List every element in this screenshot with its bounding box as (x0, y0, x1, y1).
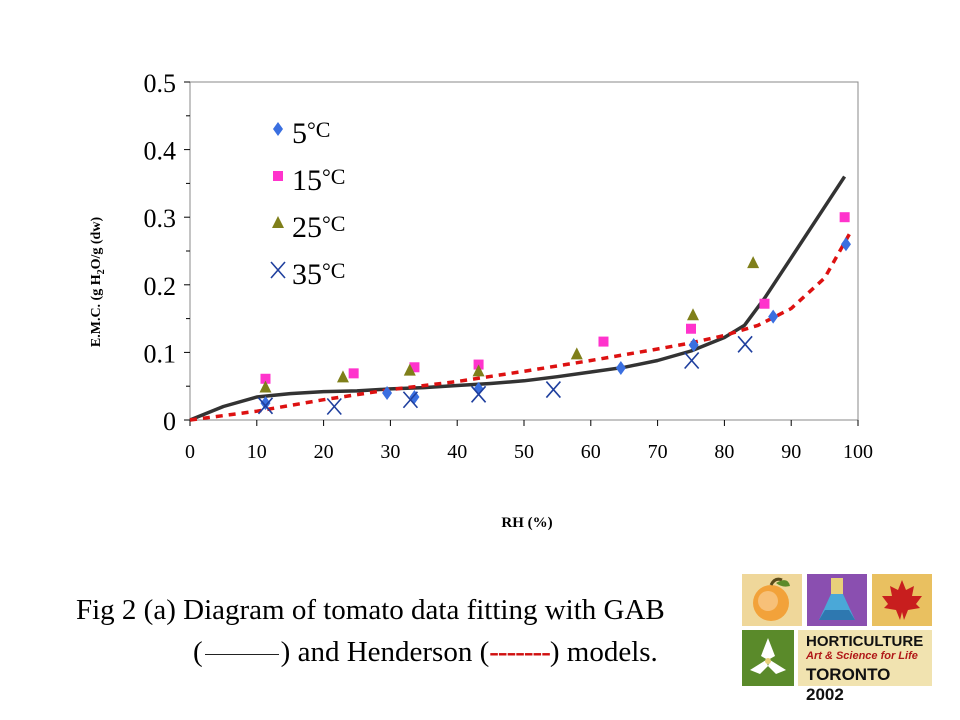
logo-banner: HORTICULTURE Art & Science for Life TORO… (798, 630, 932, 704)
caption-open-paren: ( (193, 636, 203, 668)
data-point (260, 396, 271, 411)
x-marker-stroke (545, 381, 561, 399)
dashed-line-sample: ------- (489, 636, 551, 668)
data-point (409, 362, 420, 373)
fit-curves (189, 175, 853, 422)
data-point (257, 397, 274, 415)
legend-marker (273, 122, 283, 136)
x-marker-stroke (326, 397, 342, 416)
data-point (768, 309, 779, 324)
solid-line-sample (204, 654, 279, 655)
caption-end-text: ) models. (549, 636, 658, 668)
caption-mid-text: ) and Henderson ( (280, 636, 490, 668)
data-point (570, 347, 583, 360)
logo-line-2: Art & Science for Life (806, 650, 918, 662)
data-point (840, 237, 851, 252)
data-point (336, 370, 349, 383)
y-tick-label: 0.3 (144, 204, 177, 233)
plot-frame (189, 81, 859, 421)
x-marker-stroke (402, 391, 419, 409)
trillium-icon (742, 630, 794, 686)
data-point (382, 385, 393, 400)
gab-curve (189, 175, 847, 422)
data-point (259, 380, 272, 393)
data-point (598, 336, 609, 347)
data-point (403, 363, 416, 376)
peach-icon (742, 574, 802, 626)
data-point (260, 373, 271, 384)
data-point (737, 335, 753, 353)
data-point (839, 212, 850, 223)
x-tick-label: 100 (843, 441, 873, 463)
x-marker-stroke (684, 351, 700, 370)
legend-marker (272, 216, 284, 228)
figure-caption-line-1: Fig 2 (a) Diagram of tomato data fitting… (76, 594, 665, 626)
data-point (409, 390, 420, 405)
y-axis-label: E.M.C. (g H2O/g (dw) (89, 217, 107, 348)
x-marker-stroke (257, 397, 274, 415)
data-point (615, 360, 626, 375)
chart: 0 0.1 0.2 0.3 0.4 0.5 0 10 20 30 40 50 60 70 80 90 100 5… (89, 69, 874, 531)
axes: 0 0.1 0.2 0.3 0.4 0.5 0 10 20 30 40 50 60 70 80 90 100 (144, 69, 874, 463)
x-tick-label: 80 (714, 441, 734, 463)
flask-icon (807, 574, 867, 626)
logo-line-3: TORONTO 2002 (806, 665, 891, 704)
y-tick-label: 0 (163, 407, 176, 436)
data-point (759, 298, 770, 309)
data-points (257, 212, 851, 416)
x-tick-label: 50 (514, 441, 534, 463)
y-tick-label: 0.1 (144, 339, 177, 368)
data-point (684, 351, 700, 370)
x-tick-label: 30 (380, 441, 400, 463)
x-tick-label: 20 (314, 441, 334, 463)
data-point (402, 391, 419, 409)
data-point (470, 385, 487, 403)
x-axis-label: RH (%) (501, 515, 552, 531)
legend-label: 35°C (292, 258, 345, 291)
x-tick-label: 0 (185, 441, 195, 463)
y-tick-label: 0.5 (144, 69, 177, 98)
legend-marker (273, 171, 283, 181)
x-tick-label: 70 (648, 441, 668, 463)
data-point (688, 337, 699, 352)
legend-marker (270, 261, 286, 279)
data-point (472, 364, 485, 377)
y-tick-label: 0.2 (144, 272, 177, 301)
henderson-curve (189, 229, 853, 422)
x-marker-stroke (470, 385, 487, 403)
data-point (747, 256, 760, 269)
x-marker-stroke (737, 335, 753, 353)
data-point (686, 323, 696, 334)
data-point (687, 308, 700, 321)
y-tick-label: 0.4 (144, 137, 177, 166)
data-point (348, 368, 359, 379)
data-point (545, 381, 561, 399)
legend-label: 15°C (292, 164, 345, 197)
x-tick-label: 60 (581, 441, 601, 463)
horticulture-logo: HORTICULTURE Art & Science for Life TORO… (742, 574, 932, 704)
x-marker-stroke (270, 261, 286, 279)
x-tick-label: 90 (781, 441, 801, 463)
x-tick-label: 40 (447, 441, 467, 463)
legend: 5°C 15°C 25°C 35°C (270, 117, 345, 291)
data-point (326, 397, 342, 416)
maple-leaf-icon (872, 574, 932, 626)
legend-label: 25°C (292, 211, 345, 244)
x-tick-label: 10 (247, 441, 267, 463)
figure-caption-line-2: ( ) and Henderson (-------) models. (193, 636, 658, 669)
logo-line-1: HORTICULTURE (806, 633, 924, 650)
legend-label: 5°C (292, 117, 330, 150)
